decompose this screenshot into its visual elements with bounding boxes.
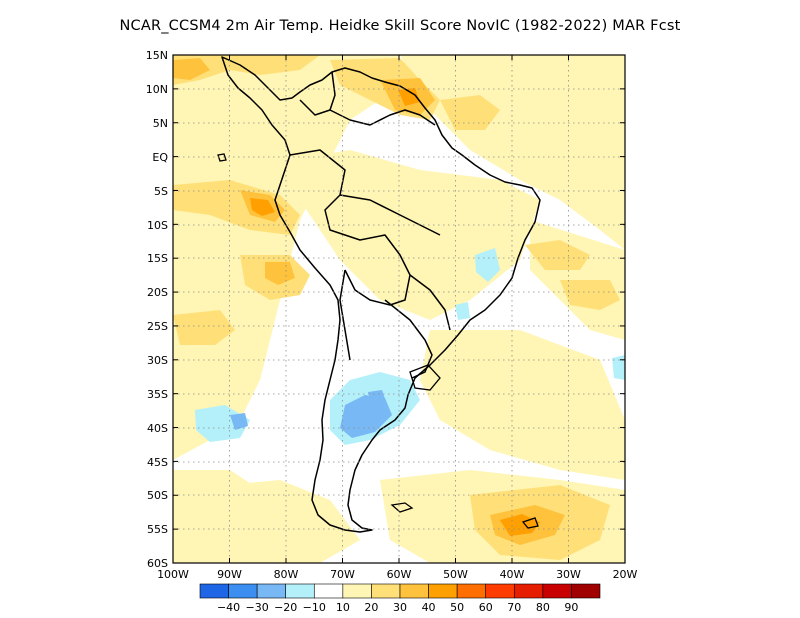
lat-label: 5N (153, 117, 168, 130)
colorbar-label: 70 (507, 601, 521, 614)
lon-label: 90W (217, 568, 242, 581)
colorbar-label: −10 (303, 601, 326, 614)
lat-label: 50S (147, 489, 168, 502)
lon-label: 20W (613, 568, 638, 581)
colorbar-label: 40 (422, 601, 436, 614)
lat-label: 55S (147, 523, 168, 536)
lat-label: EQ (152, 151, 168, 164)
colorbar-label: 30 (393, 601, 407, 614)
colorbar-label: 20 (364, 601, 378, 614)
colorbar-label: 60 (479, 601, 493, 614)
colorbar-swatch (285, 583, 315, 599)
graticule (173, 55, 625, 563)
latitude-labels: 15N 10N 5N EQ 5S 10S 15S 20S 25S 30S 35S… (146, 49, 169, 570)
islands (217, 153, 539, 529)
colorbar-swatch (485, 583, 515, 599)
colorbar-swatch (256, 583, 287, 599)
colorbar-label: −20 (274, 601, 297, 614)
colorbar-label: −40 (217, 601, 240, 614)
colorbar-swatch (513, 583, 544, 599)
colorbar-swatch (199, 583, 229, 599)
colorbar-swatch (228, 583, 258, 599)
lat-label: 40S (147, 422, 168, 435)
colorbar-label: 80 (536, 601, 550, 614)
colorbar-label: −30 (246, 601, 269, 614)
lon-label: 100W (157, 568, 189, 581)
lat-label: 20S (147, 286, 168, 299)
colorbar-swatch (342, 583, 372, 599)
colorbar-swatch (313, 583, 344, 599)
shading-level-neg-20-30 (230, 390, 392, 438)
lat-label: 5S (154, 185, 168, 198)
colorbar-label: 50 (450, 601, 464, 614)
lon-label: 50W (443, 568, 468, 581)
lat-label: 35S (147, 388, 168, 401)
lat-label: 30S (147, 354, 168, 367)
colorbar (199, 583, 601, 599)
lon-label: 30W (556, 568, 581, 581)
colorbar-label: 90 (564, 601, 578, 614)
lat-label: 10N (146, 83, 168, 96)
lat-label: 45S (147, 456, 168, 469)
colorbar-swatch (542, 583, 572, 599)
colorbar-swatch (571, 583, 601, 599)
lon-label: 70W (330, 568, 355, 581)
colorbar-swatch (428, 583, 458, 599)
colorbar-swatch (371, 583, 401, 599)
lat-label: 15S (147, 252, 168, 265)
lon-label: 60W (387, 568, 412, 581)
colorbar-label: 10 (336, 601, 350, 614)
lat-label: 15N (146, 49, 168, 62)
colorbar-swatch (399, 583, 429, 599)
longitude-labels: 100W 90W 80W 70W 60W 50W 40W 30W 20W (157, 568, 637, 581)
map-title: NCAR_CCSM4 2m Air Temp. Heidke Skill Sco… (119, 18, 681, 34)
lon-label: 80W (274, 568, 299, 581)
lon-label: 40W (500, 568, 525, 581)
lat-label: 10S (147, 219, 168, 232)
lat-label: 25S (147, 320, 168, 333)
colorbar-swatch (456, 583, 487, 599)
axis-ticks (172, 54, 626, 564)
colorbar-labels: −40 −30 −20 −10 10 20 30 40 50 60 70 80 90 (217, 601, 578, 614)
lat-label: 60S (147, 557, 168, 570)
